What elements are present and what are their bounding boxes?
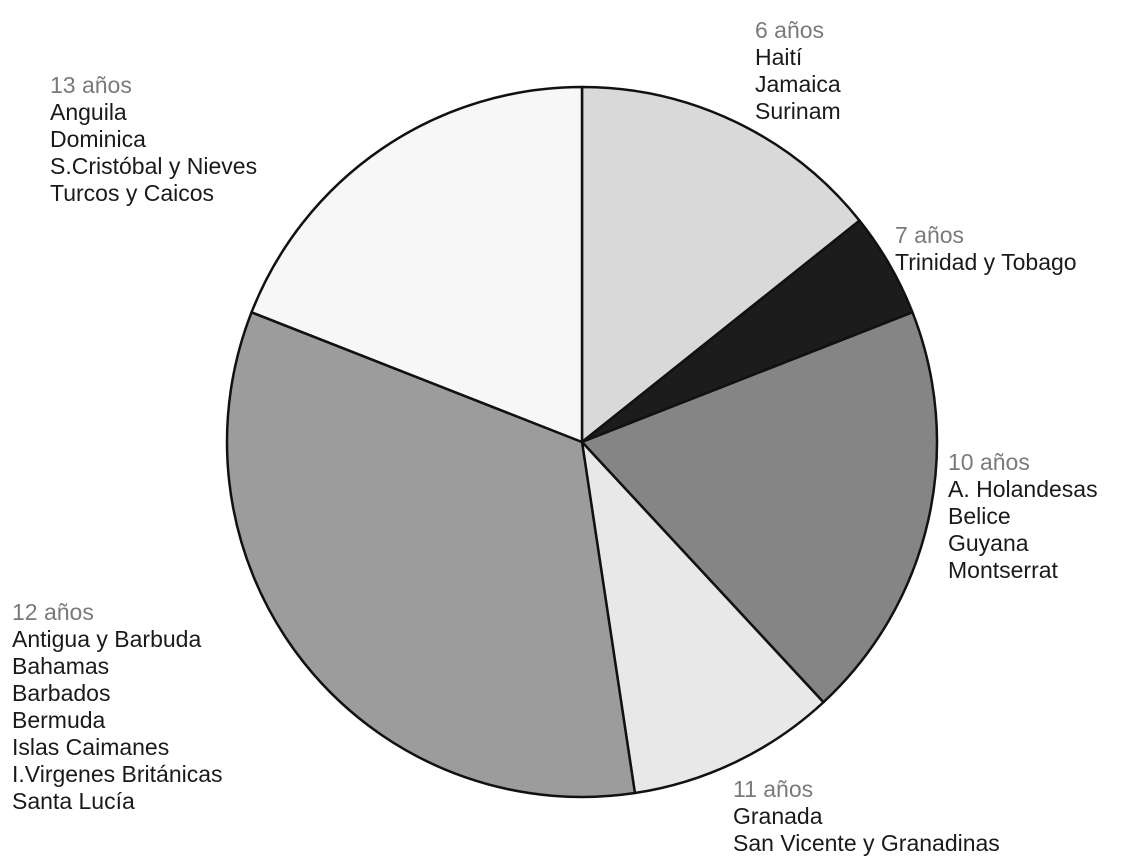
slice-6-country-1: Anguila (50, 99, 127, 125)
slice-5-country-3: Barbados (12, 680, 110, 706)
slice-label-6: 13 años (50, 72, 132, 98)
pie-slice-5 (225, 311, 637, 799)
slice-4-country-1: Granada (733, 803, 823, 829)
slice-5-country-4: Bermuda (12, 707, 106, 733)
slices-layer (225, 85, 939, 799)
slice-label-2: 7 años (895, 222, 964, 248)
slice-5-country-1: Antigua y Barbuda (12, 626, 201, 652)
slice-3-country-1: A. Holandesas (948, 476, 1098, 502)
pie-slice-3 (580, 311, 939, 704)
slice-label-5: 12 años (12, 599, 94, 625)
slice-2-country-1: Trinidad y Tobago (895, 249, 1077, 275)
slice-label-3: 10 años (948, 449, 1030, 475)
slice-5-country-2: Bahamas (12, 653, 109, 679)
slice-5-country-6: I.Virgenes Británicas (12, 761, 223, 787)
pie-slice-6 (250, 85, 584, 444)
slice-6-country-4: Turcos y Caicos (50, 180, 214, 206)
slice-label-4: 11 años (733, 776, 813, 802)
slice-label-1: 6 años (755, 17, 824, 43)
slice-4-country-2: San Vicente y Granadinas (733, 830, 1000, 856)
slice-5-country-7: Santa Lucía (12, 788, 135, 814)
slice-1-country-3: Surinam (755, 98, 841, 124)
slice-5-country-5: Islas Caimanes (12, 734, 169, 760)
pie-slice-1 (580, 85, 861, 444)
pie-slice-4 (580, 440, 825, 795)
slice-3-country-2: Belice (948, 503, 1011, 529)
slice-1-country-1: Haití (755, 44, 803, 70)
slice-1-country-2: Jamaica (755, 71, 841, 97)
slice-3-country-4: Montserrat (948, 557, 1059, 583)
slice-6-country-2: Dominica (50, 126, 146, 152)
slice-6-country-3: S.Cristóbal y Nieves (50, 153, 257, 179)
slice-3-country-3: Guyana (948, 530, 1029, 556)
